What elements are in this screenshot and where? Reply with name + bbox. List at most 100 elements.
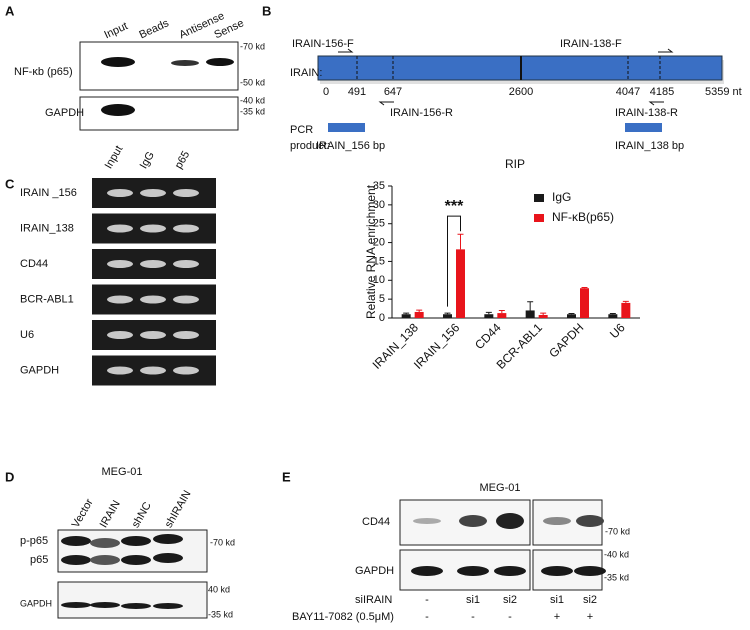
gel-band	[140, 260, 166, 268]
condition-label: siIRAIN	[355, 594, 392, 606]
band	[101, 104, 135, 116]
gel-band	[140, 295, 166, 304]
primer: IRAIN-156-F	[292, 38, 354, 50]
y-tick-label: 0	[379, 312, 385, 324]
gel-band	[140, 366, 166, 375]
band	[153, 603, 183, 609]
band	[101, 57, 135, 67]
error-bar	[498, 309, 505, 314]
gel-band	[140, 189, 166, 197]
row-label: GAPDH	[20, 364, 59, 376]
band	[90, 555, 120, 565]
bar	[580, 288, 589, 318]
error-bar	[581, 286, 588, 289]
row-label: GAPDH	[20, 598, 52, 608]
blot-frame	[79, 96, 239, 131]
lane-label: Input	[103, 144, 126, 171]
product-bar	[625, 123, 662, 132]
band	[171, 60, 199, 66]
marker: 40 kd	[208, 584, 230, 594]
y-tick-label: 25	[373, 218, 385, 230]
row-label: p-p65	[20, 535, 48, 547]
x-tick-label: GAPDH	[546, 320, 586, 360]
band	[494, 566, 526, 576]
bar	[456, 249, 465, 318]
marker: -70 kd	[210, 537, 235, 547]
lane-label: p65	[173, 149, 193, 171]
lane-label: IgG	[138, 150, 157, 171]
condition-value: -	[508, 611, 512, 623]
band	[90, 602, 120, 608]
gel-band	[107, 331, 133, 339]
condition-value: +	[587, 611, 593, 623]
band	[61, 536, 91, 546]
marker: -35 kd	[208, 609, 233, 619]
legend-swatch	[534, 194, 544, 202]
position: 491	[348, 86, 366, 98]
error-bar	[444, 312, 451, 315]
position: 0	[323, 86, 329, 98]
gel-band	[140, 331, 166, 339]
primer: IRAIN-138-R	[615, 107, 678, 119]
condition-value: +	[554, 611, 560, 623]
condition-label: BAY11-7082 (0.5μM)	[292, 611, 394, 623]
position: 2600	[509, 86, 533, 98]
condition-value: -	[471, 611, 475, 623]
pcr-label: product:	[290, 140, 330, 152]
band	[61, 602, 91, 608]
row-label: p65	[30, 554, 48, 566]
row-label: GAPDH	[45, 107, 84, 119]
condition-value: si1	[466, 594, 480, 606]
bar	[538, 314, 548, 318]
row-label: CD44	[362, 516, 390, 528]
error-bar	[568, 312, 575, 315]
product-label: IRAIN_138 bp	[615, 140, 684, 152]
y-tick-label: 20	[373, 236, 385, 248]
legend-swatch	[534, 214, 544, 222]
lane-label: IRAIN	[98, 498, 123, 529]
gel-band	[173, 295, 199, 304]
band	[413, 518, 441, 524]
marker: -70 kd	[605, 526, 630, 536]
band	[457, 566, 489, 576]
band	[543, 517, 571, 525]
gel-band	[107, 366, 133, 375]
row-label: NF-κb (p65)	[14, 66, 73, 78]
row-label: IRAIN _156	[20, 187, 77, 199]
gel-band	[173, 331, 199, 339]
band	[574, 566, 606, 576]
chart-title: RIP	[505, 157, 525, 171]
band	[121, 536, 151, 546]
gel-band	[173, 224, 199, 233]
y-tick-label: 5	[379, 293, 385, 305]
row-label: CD44	[20, 258, 48, 270]
bar	[621, 302, 631, 318]
panel-label: D	[5, 469, 14, 484]
error-bar	[416, 309, 423, 312]
y-tick-label: 30	[373, 199, 385, 211]
band	[153, 553, 183, 563]
gel-band	[107, 295, 133, 304]
x-tick-label: IRAIN_156	[411, 320, 463, 372]
bar	[497, 313, 507, 318]
bar	[608, 314, 618, 318]
condition-value: -	[425, 594, 429, 606]
gel-band	[140, 224, 166, 233]
gel-band	[107, 260, 133, 268]
gel-band	[107, 189, 133, 197]
band	[121, 555, 151, 565]
primer-arrow	[658, 48, 674, 53]
marker: -35 kd	[240, 106, 265, 116]
x-tick-label: CD44	[472, 320, 504, 352]
condition-value: si2	[503, 594, 517, 606]
error-bar	[527, 301, 534, 311]
gel-band	[173, 189, 199, 197]
error-bar	[609, 312, 616, 315]
gene-label: IRAIN:	[290, 67, 322, 79]
condition-value: -	[425, 611, 429, 623]
x-tick-label: BCR-ABL1	[494, 320, 546, 372]
bar	[414, 311, 424, 318]
product-label: IRAIN_156 bp	[316, 140, 385, 152]
marker: -40 kd	[604, 549, 629, 559]
